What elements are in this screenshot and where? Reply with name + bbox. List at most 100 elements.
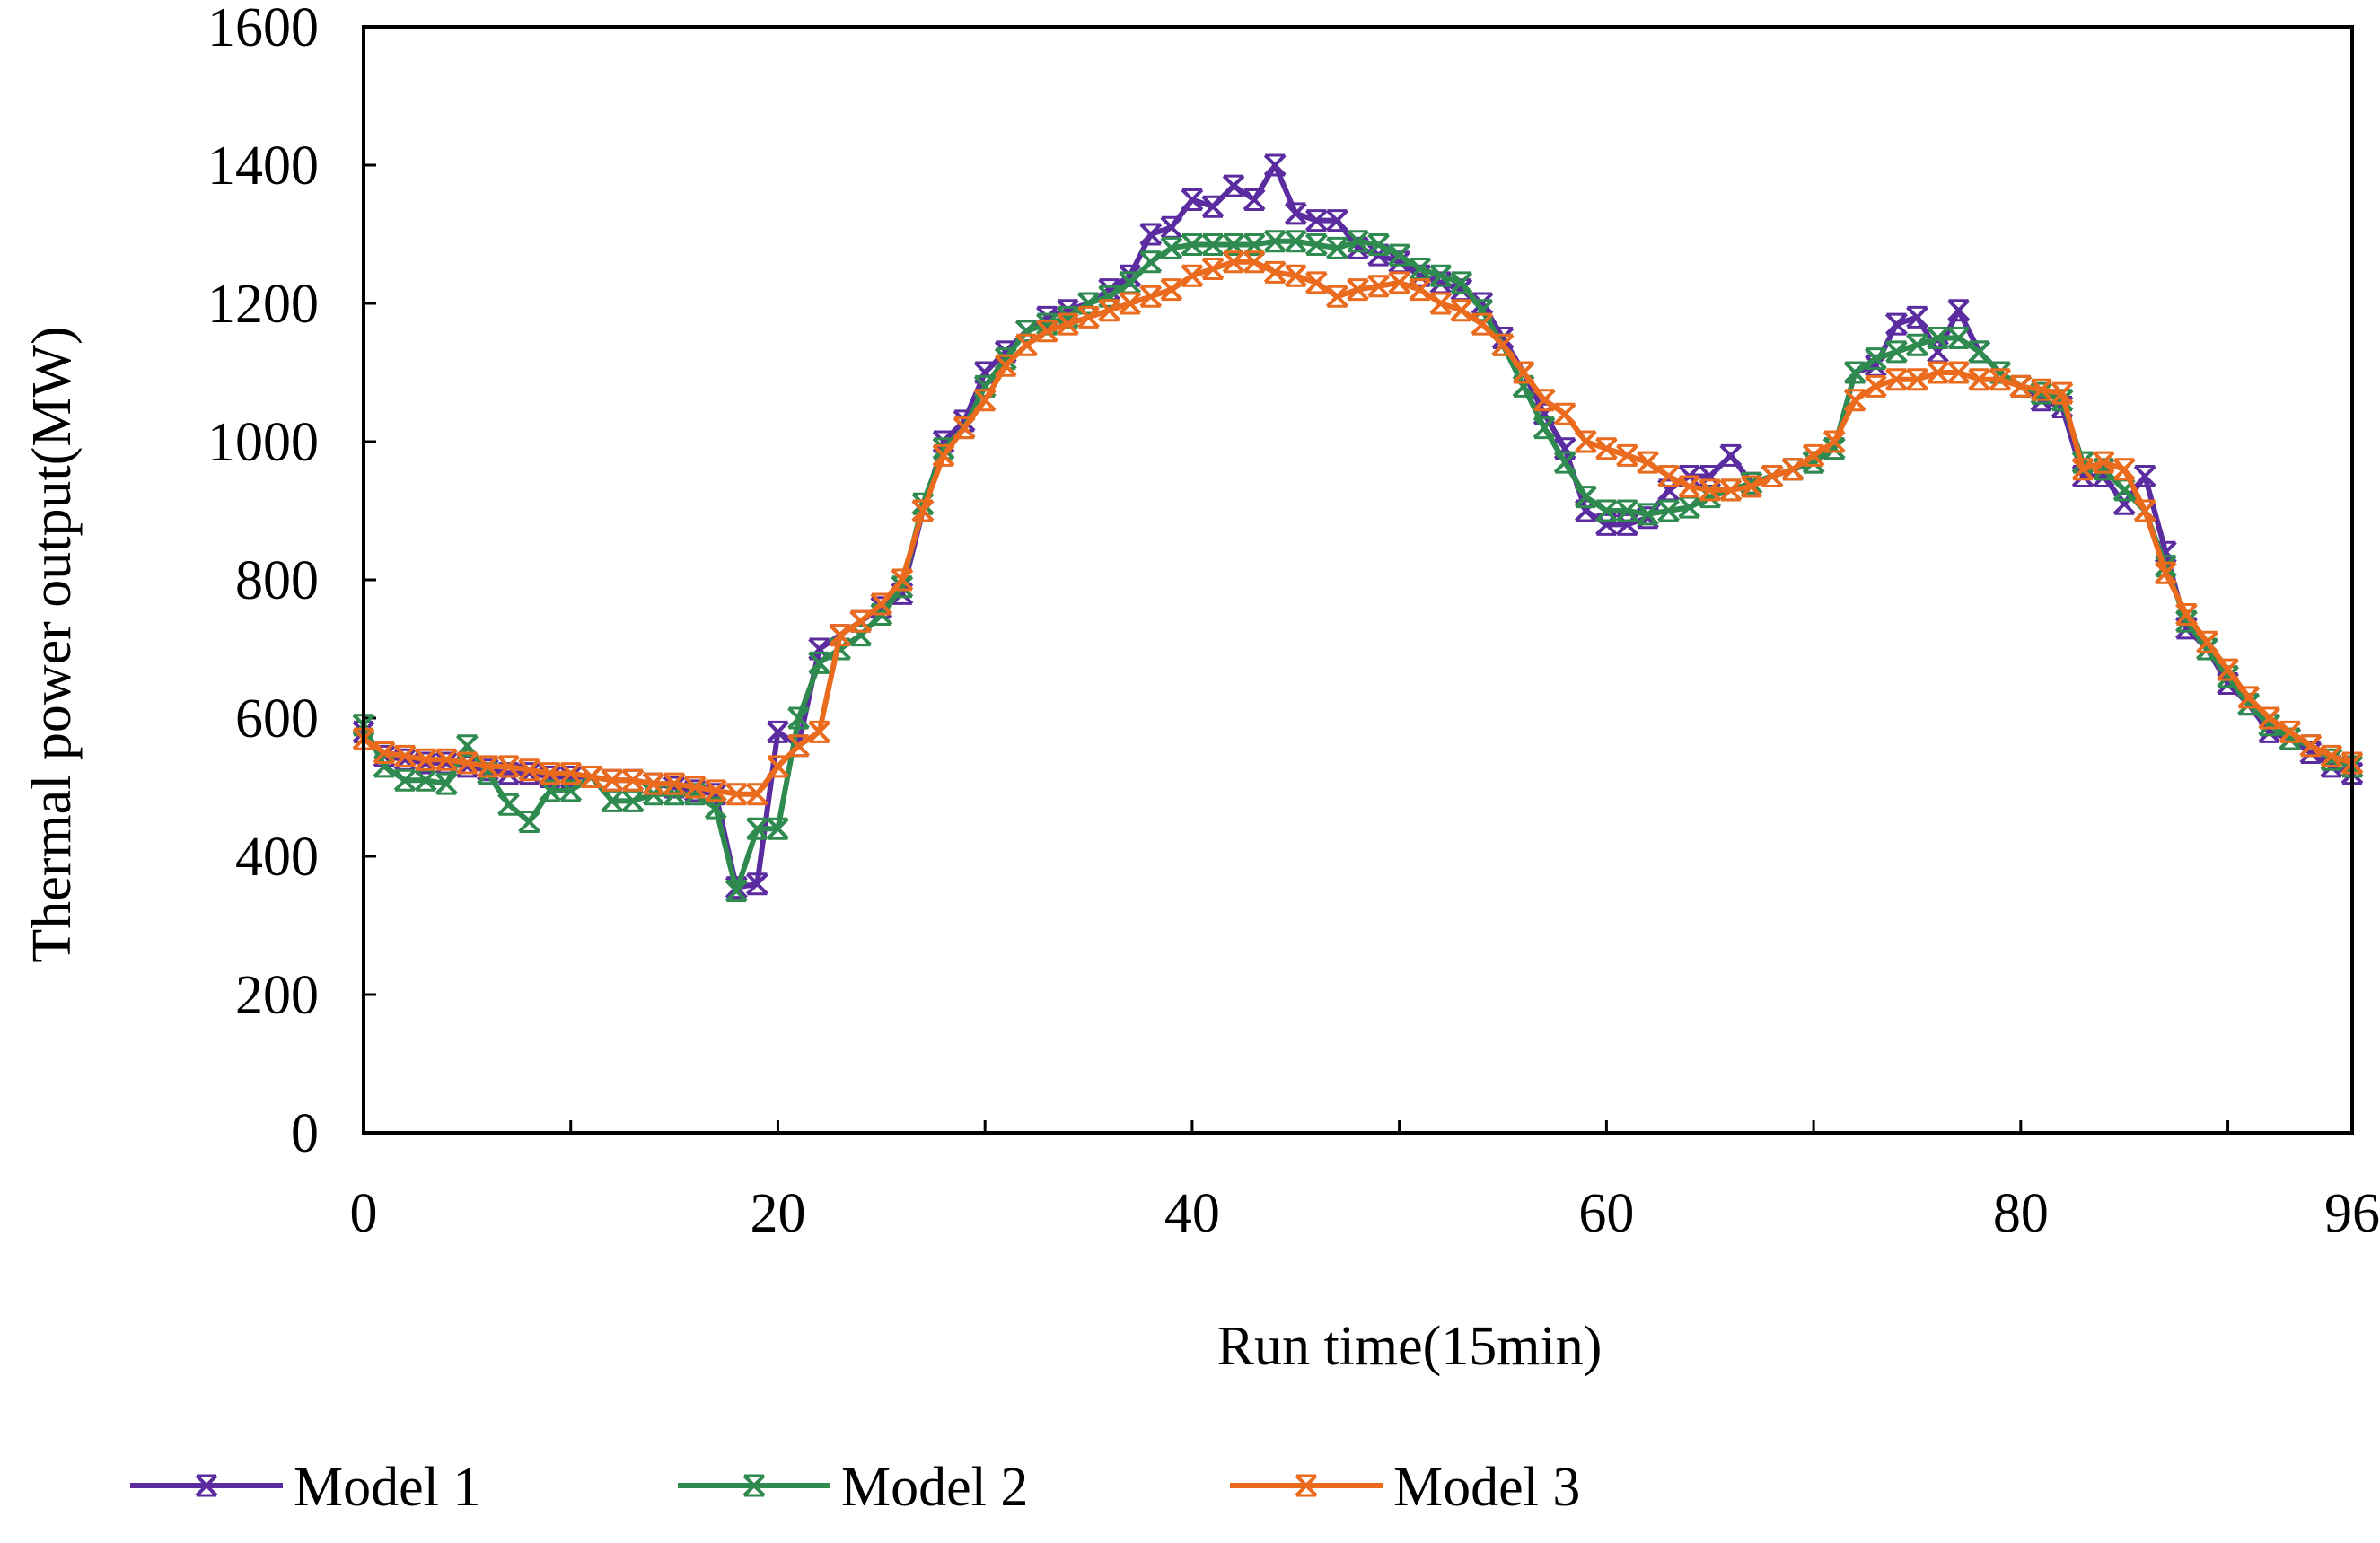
- data-point: [973, 389, 997, 412]
- data-point: [455, 751, 479, 775]
- data-point: [1884, 312, 1908, 336]
- data-point: [2009, 374, 2033, 398]
- data-point: [663, 772, 686, 795]
- legend-item-1: Model 1: [130, 1457, 480, 1518]
- data-point: [1594, 437, 1618, 460]
- data-point: [787, 734, 810, 758]
- legend-label: Model 3: [1393, 1457, 1580, 1518]
- data-point: [1160, 236, 1183, 259]
- data-point: [1699, 478, 1722, 502]
- data-point: [477, 755, 499, 778]
- data-point: [1139, 250, 1163, 274]
- data-point: [1947, 327, 1971, 349]
- data-point: [1077, 305, 1100, 329]
- data-point: [580, 765, 603, 788]
- data-point: [1843, 361, 1866, 384]
- plot-series: [352, 153, 2364, 902]
- data-point: [1864, 374, 1887, 398]
- series-line: [362, 259, 2353, 797]
- data-point: [1594, 499, 1618, 522]
- data-point: [2196, 637, 2218, 661]
- legend-item-3: Model 3: [1230, 1457, 1580, 1518]
- data-point: [849, 609, 873, 633]
- data-point: [1761, 465, 1784, 487]
- data-point: [393, 744, 417, 767]
- data-point: [435, 772, 458, 795]
- data-point: [2258, 706, 2281, 730]
- data-point: [414, 748, 437, 771]
- data-point: [808, 720, 831, 743]
- data-point: [1947, 299, 1971, 322]
- legend-item-2: Model 2: [678, 1457, 1028, 1518]
- data-point: [2133, 499, 2156, 522]
- data-point: [435, 748, 458, 771]
- data-point: [1616, 443, 1638, 467]
- data-point: [1927, 327, 1949, 349]
- data-point: [1160, 278, 1183, 302]
- legend-marker: [742, 1474, 766, 1497]
- data-point: [1781, 458, 1805, 481]
- data-point: [518, 811, 540, 833]
- data-point: [808, 651, 831, 674]
- data-point: [1512, 361, 1535, 384]
- data-point: [1884, 368, 1908, 391]
- data-point: [1243, 188, 1266, 211]
- data-point: [745, 783, 768, 806]
- x-tick-label: 40: [1164, 1183, 1220, 1244]
- data-point: [393, 768, 417, 792]
- data-point: [1450, 271, 1473, 294]
- data-point: [1181, 233, 1204, 257]
- y-tick-label: 600: [235, 688, 319, 750]
- y-tick-label: 1000: [207, 412, 319, 473]
- data-point: [2133, 465, 2156, 487]
- data-point: [1367, 275, 1390, 298]
- data-point: [1429, 264, 1453, 287]
- data-point: [1906, 333, 1928, 356]
- data-point: [1906, 368, 1928, 391]
- data-point: [767, 755, 789, 778]
- data-point: [2237, 686, 2261, 709]
- x-tick-label: 96: [2324, 1183, 2380, 1244]
- data-point: [1284, 202, 1307, 225]
- data-point: [1637, 451, 1659, 474]
- data-point: [745, 872, 768, 896]
- x-tick-label: 20: [750, 1183, 805, 1244]
- y-axis-title-group: Thermal power output(MW): [22, 326, 83, 962]
- data-point: [2175, 603, 2198, 626]
- data-point: [1388, 243, 1411, 267]
- data-point: [1657, 465, 1681, 487]
- data-point: [1201, 258, 1225, 280]
- data-point: [2279, 720, 2302, 743]
- data-point: [725, 880, 748, 902]
- data-point: [829, 624, 852, 647]
- data-point: [1657, 499, 1681, 522]
- data-point: [1201, 233, 1225, 257]
- data-point: [1678, 475, 1701, 498]
- legend-label: Model 2: [841, 1457, 1028, 1518]
- tick-marks: [362, 25, 2354, 1135]
- y-tick-label: 0: [291, 1103, 319, 1164]
- data-point: [891, 575, 914, 599]
- data-point: [2299, 734, 2323, 758]
- data-point: [1347, 278, 1369, 302]
- data-point: [1263, 153, 1287, 177]
- data-point: [767, 720, 789, 743]
- data-point: [891, 568, 914, 592]
- data-point: [1719, 478, 1743, 502]
- data-point: [1201, 195, 1225, 218]
- data-point: [1222, 250, 1245, 274]
- data-point: [725, 783, 748, 806]
- data-point: [1968, 340, 1991, 364]
- data-point: [601, 768, 624, 792]
- data-point: [1119, 292, 1142, 315]
- data-point: [911, 499, 935, 522]
- data-point: [1947, 361, 1971, 384]
- data-point: [497, 755, 520, 778]
- data-point: [2154, 561, 2177, 584]
- data-point: [2071, 458, 2095, 481]
- legend-marker: [1295, 1474, 1318, 1497]
- y-tick-label: 400: [235, 827, 319, 888]
- data-point: [1326, 285, 1348, 308]
- x-tick-labels: 0 20 40 60 80 96: [350, 1183, 2380, 1244]
